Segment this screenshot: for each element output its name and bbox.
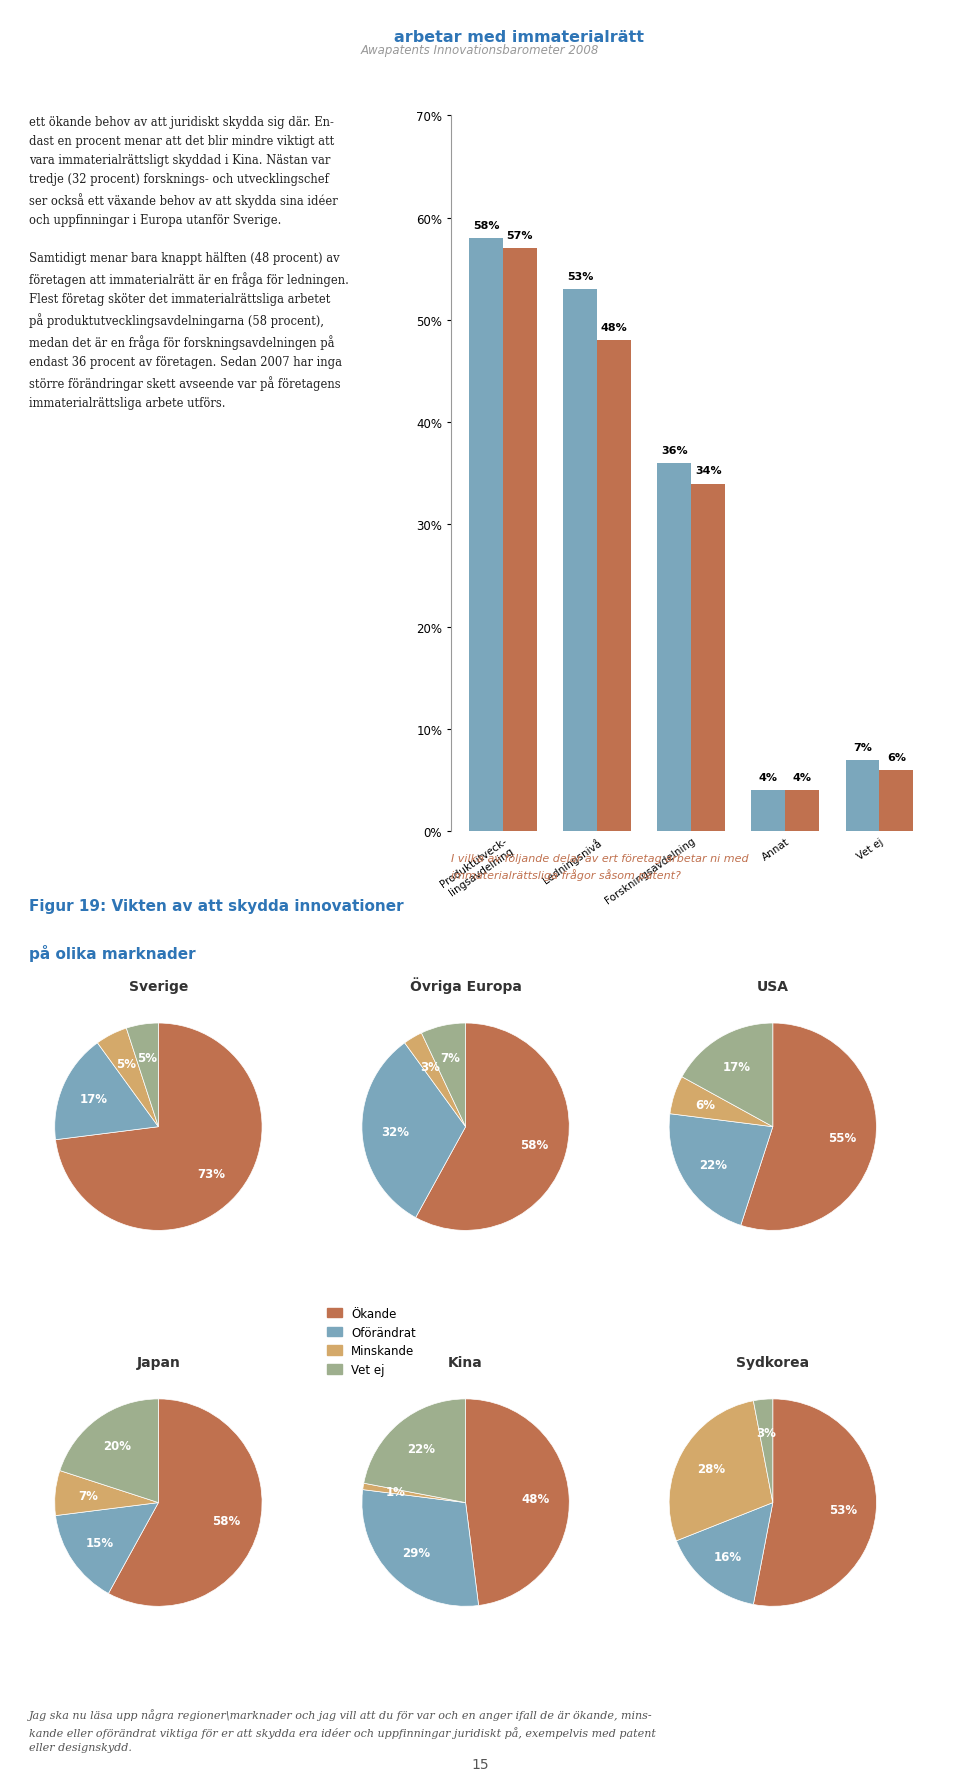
Text: Figur 19: Vikten av att skydda innovationer: Figur 19: Vikten av att skydda innovatio… [29, 898, 403, 912]
Text: 4%: 4% [793, 773, 812, 784]
Text: 36%: 36% [660, 445, 687, 456]
Wedge shape [405, 1034, 466, 1127]
Text: på olika marknader: på olika marknader [29, 945, 196, 961]
Wedge shape [55, 1043, 158, 1140]
Wedge shape [669, 1115, 773, 1225]
Text: 7%: 7% [79, 1490, 98, 1503]
Text: 73%: 73% [198, 1166, 226, 1181]
Bar [691, 485, 725, 832]
Text: 3%: 3% [756, 1426, 776, 1438]
Text: Jag ska nu läsa upp några regioner\marknader och jag vill att du för var och en : Jag ska nu läsa upp några regioner\markn… [29, 1708, 656, 1751]
Title: Övriga Europa: Övriga Europa [410, 977, 521, 993]
Text: 7%: 7% [441, 1052, 460, 1064]
Text: 58%: 58% [472, 220, 499, 231]
Title: Kina: Kina [448, 1356, 483, 1369]
Text: 53%: 53% [828, 1503, 857, 1515]
Wedge shape [362, 1043, 466, 1218]
Bar [658, 463, 691, 832]
Text: 3%: 3% [420, 1059, 440, 1073]
Bar [469, 240, 503, 832]
Bar [564, 290, 597, 832]
Text: 17%: 17% [723, 1059, 751, 1073]
Text: 7%: 7% [853, 742, 872, 751]
Wedge shape [421, 1023, 466, 1127]
Title: Sydkorea: Sydkorea [736, 1356, 809, 1369]
Text: 4%: 4% [758, 773, 778, 784]
Text: I vilka av följande delar av ert företag arbetar ni med
immaterialrättsliga fråg: I vilka av följande delar av ert företag… [451, 853, 749, 880]
Text: 6%: 6% [887, 753, 906, 762]
Wedge shape [98, 1029, 158, 1127]
Text: 20%: 20% [103, 1440, 131, 1453]
Text: 48%: 48% [601, 324, 628, 333]
Text: 22%: 22% [407, 1442, 435, 1454]
Text: ett ökande behov av att juridiskt skydda sig där. En-
dast en procent menar att : ett ökande behov av att juridiskt skydda… [29, 116, 348, 410]
Wedge shape [682, 1023, 773, 1127]
Text: 16%: 16% [714, 1551, 742, 1564]
Text: 17%: 17% [80, 1093, 108, 1106]
Wedge shape [127, 1023, 158, 1127]
Bar [846, 760, 879, 832]
Wedge shape [677, 1503, 773, 1605]
Text: 6%: 6% [696, 1098, 716, 1111]
Text: 34%: 34% [695, 467, 722, 476]
Text: Awapatents Innovationsbarometer 2008: Awapatents Innovationsbarometer 2008 [361, 43, 599, 57]
Wedge shape [741, 1023, 876, 1231]
Wedge shape [754, 1399, 773, 1503]
Wedge shape [754, 1399, 876, 1607]
Text: 55%: 55% [828, 1132, 856, 1145]
Text: 28%: 28% [697, 1462, 725, 1476]
Wedge shape [55, 1471, 158, 1515]
Text: 58%: 58% [519, 1138, 548, 1150]
Text: 29%: 29% [401, 1546, 430, 1558]
Wedge shape [670, 1077, 773, 1127]
Text: 15%: 15% [86, 1537, 114, 1549]
Wedge shape [364, 1399, 466, 1503]
Text: 57%: 57% [507, 231, 533, 242]
Wedge shape [416, 1023, 569, 1231]
Text: 5%: 5% [137, 1050, 157, 1064]
Text: 32%: 32% [381, 1125, 409, 1138]
Text: 58%: 58% [212, 1513, 241, 1526]
Wedge shape [56, 1023, 262, 1231]
Text: 48%: 48% [522, 1492, 550, 1505]
Wedge shape [669, 1401, 773, 1540]
Text: 53%: 53% [567, 272, 593, 283]
Bar [752, 791, 785, 832]
Text: 22%: 22% [699, 1157, 728, 1172]
Text: 5%: 5% [116, 1057, 136, 1072]
Text: 1%: 1% [386, 1485, 406, 1497]
Wedge shape [60, 1399, 158, 1503]
Title: USA: USA [756, 980, 789, 993]
Bar [785, 791, 819, 832]
Legend: Ökande, Oförändrat, Minskande, Vet ej: Ökande, Oförändrat, Minskande, Vet ej [323, 1302, 420, 1381]
Wedge shape [108, 1399, 262, 1607]
Bar [597, 342, 631, 832]
Title: Japan: Japan [136, 1356, 180, 1369]
Wedge shape [466, 1399, 569, 1605]
Bar [503, 249, 537, 832]
Wedge shape [363, 1483, 466, 1503]
Wedge shape [362, 1490, 479, 1607]
Title: Sverige: Sverige [129, 980, 188, 993]
Text: 15: 15 [471, 1757, 489, 1771]
Bar [879, 771, 913, 832]
Wedge shape [56, 1503, 158, 1594]
Text: arbetar med immaterialrätt: arbetar med immaterialrätt [394, 30, 643, 45]
